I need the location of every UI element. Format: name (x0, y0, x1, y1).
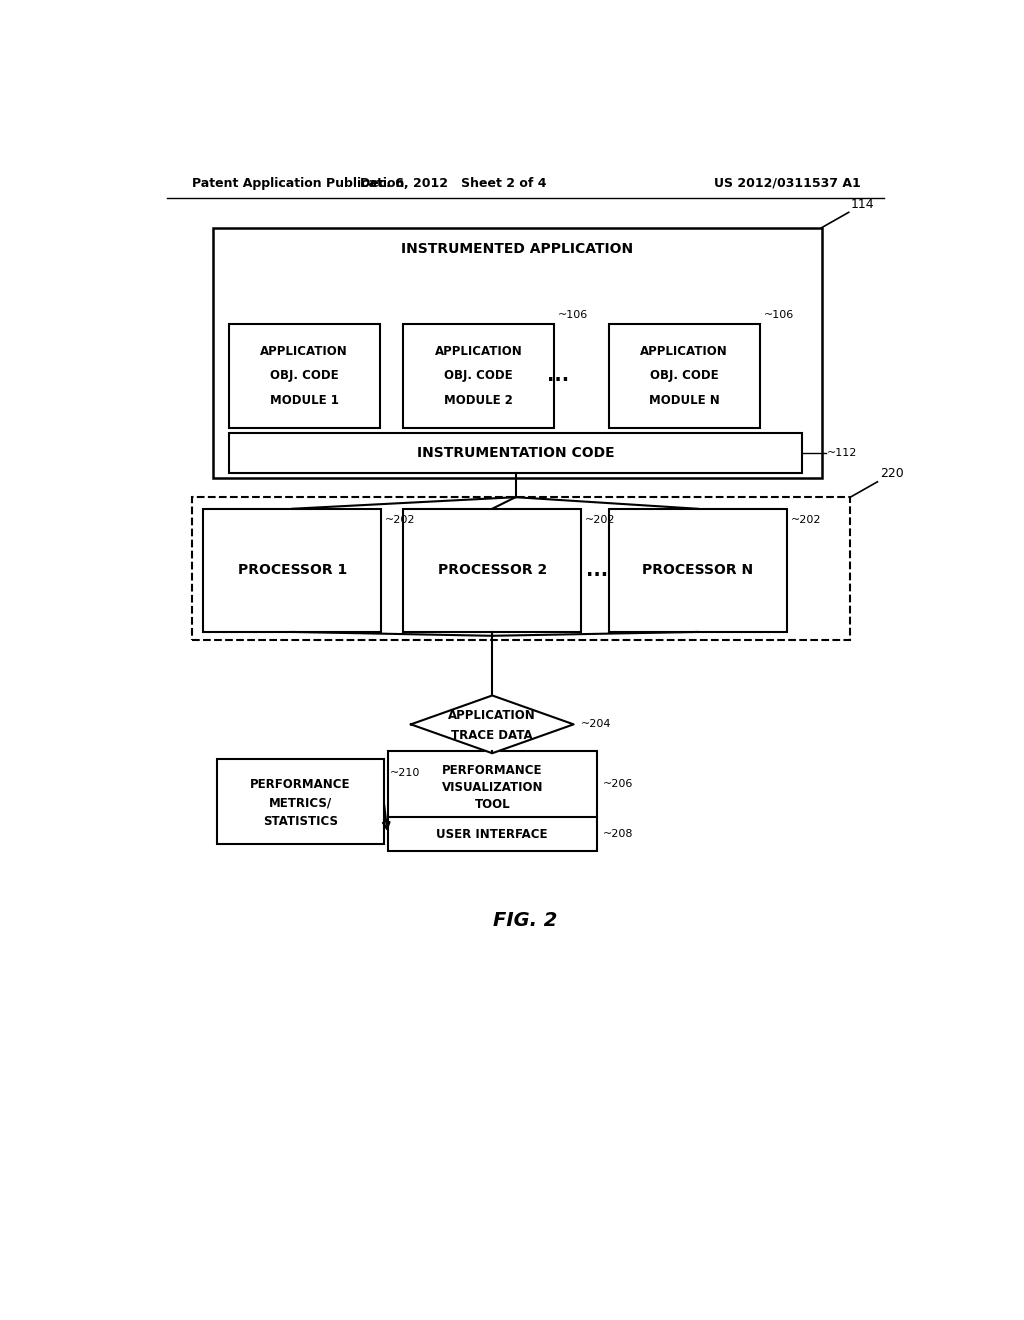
Bar (217, 759, 384, 843)
Text: APPLICATION: APPLICATION (449, 709, 537, 722)
Bar (213, 227, 821, 478)
Text: ...: ... (586, 561, 608, 579)
Bar (403, 508, 582, 632)
Text: MODULE 1: MODULE 1 (270, 395, 339, 407)
Bar (228, 323, 380, 428)
Text: OBJ. CODE: OBJ. CODE (444, 370, 513, 383)
Text: Dec. 6, 2012   Sheet 2 of 4: Dec. 6, 2012 Sheet 2 of 4 (360, 177, 547, 190)
Text: ~208: ~208 (603, 829, 634, 840)
Text: 220: 220 (880, 467, 903, 480)
Text: PERFORMANCE: PERFORMANCE (250, 777, 350, 791)
Text: OBJ. CODE: OBJ. CODE (650, 370, 719, 383)
Text: USER INTERFACE: USER INTERFACE (436, 828, 548, 841)
Text: ~112: ~112 (827, 447, 857, 458)
Text: MODULE 2: MODULE 2 (444, 395, 513, 407)
Text: ~202: ~202 (385, 515, 416, 525)
Text: ~106: ~106 (558, 310, 589, 321)
Text: TOOL: TOOL (474, 797, 510, 810)
Bar (203, 508, 381, 632)
Text: MODULE N: MODULE N (648, 395, 720, 407)
Text: Patent Application Publication: Patent Application Publication (191, 177, 403, 190)
Text: ~204: ~204 (582, 719, 612, 730)
Text: PERFORMANCE: PERFORMANCE (442, 764, 543, 776)
Bar (228, 433, 802, 473)
Text: ...: ... (547, 367, 569, 385)
Text: APPLICATION: APPLICATION (640, 345, 728, 358)
Bar (388, 751, 597, 851)
Text: ~202: ~202 (586, 515, 615, 525)
Text: APPLICATION: APPLICATION (260, 345, 348, 358)
Text: ~206: ~206 (603, 779, 634, 789)
Bar (608, 323, 760, 428)
Text: FIG. 2: FIG. 2 (493, 911, 557, 931)
Text: INSTRUMENTATION CODE: INSTRUMENTATION CODE (417, 446, 614, 459)
Text: ~202: ~202 (791, 515, 821, 525)
Polygon shape (411, 696, 573, 754)
Text: STATISTICS: STATISTICS (263, 814, 338, 828)
Text: VISUALIZATION: VISUALIZATION (441, 780, 543, 793)
Text: OBJ. CODE: OBJ. CODE (270, 370, 339, 383)
Text: ~106: ~106 (764, 310, 794, 321)
Text: US 2012/0311537 A1: US 2012/0311537 A1 (714, 177, 860, 190)
Text: INSTRUMENTED APPLICATION: INSTRUMENTED APPLICATION (401, 243, 634, 256)
Text: ~210: ~210 (390, 768, 420, 777)
Text: 114: 114 (851, 198, 874, 211)
Text: TRACE DATA: TRACE DATA (452, 729, 534, 742)
Text: PROCESSOR 2: PROCESSOR 2 (437, 564, 547, 577)
Text: METRICS/: METRICS/ (269, 796, 332, 809)
Text: PROCESSOR 1: PROCESSOR 1 (238, 564, 347, 577)
Bar (403, 323, 554, 428)
Text: PROCESSOR N: PROCESSOR N (642, 564, 754, 577)
Bar (608, 508, 786, 632)
Text: APPLICATION: APPLICATION (435, 345, 522, 358)
Bar (191, 498, 850, 640)
